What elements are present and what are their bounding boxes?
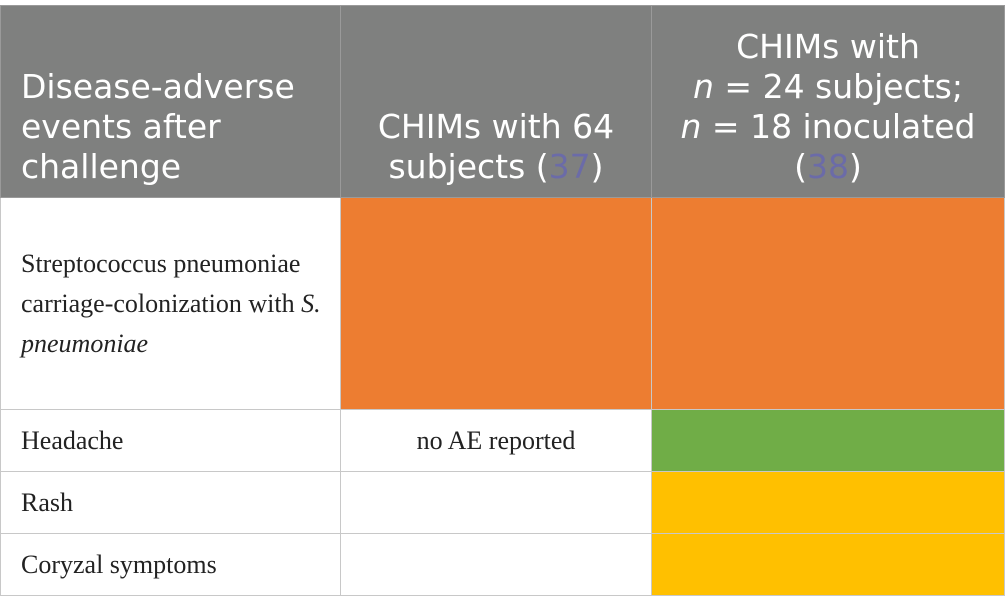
- row-label-pneumoniae-italic: S. pneumoniae: [21, 288, 321, 358]
- cell-headache-chims-24: [651, 409, 1005, 472]
- header-chims-24-line1: CHIMs with: [736, 27, 920, 66]
- cell-pneumoniae-chims-24: [651, 197, 1005, 410]
- table-header: Disease-adverse events after challenge C…: [0, 5, 1005, 198]
- header-events-label: Disease-adverse events after challenge: [21, 67, 295, 186]
- table-body: Streptococcus pneumoniae carriage-coloni…: [0, 197, 1005, 596]
- no-ae-reported-text: no AE reported: [416, 425, 576, 455]
- header-chims-64-close: ): [590, 147, 604, 186]
- row-label-headache: Headache: [0, 409, 341, 472]
- table-row: Rash: [0, 471, 1005, 534]
- reference-link-37[interactable]: 37: [548, 147, 591, 186]
- adverse-events-table: Disease-adverse events after challenge C…: [0, 5, 1005, 596]
- header-chims-24-close: ): [849, 147, 862, 186]
- cell-pneumoniae-chims-64: [340, 197, 652, 410]
- cell-rash-chims-64: [340, 471, 652, 534]
- header-chims-24-open: (: [794, 147, 807, 186]
- header-chims-24-line2: = 24 subjects;: [713, 67, 963, 106]
- header-chims-24-line3: = 18 inoculated: [701, 107, 976, 146]
- header-n-symbol-1: n: [693, 67, 714, 106]
- row-label-pneumoniae-text: Streptococcus pneumoniae carriage-coloni…: [21, 248, 302, 318]
- row-label-rash: Rash: [0, 471, 341, 534]
- cell-rash-chims-24: [651, 471, 1005, 534]
- cell-coryzal-chims-24: [651, 533, 1005, 596]
- table-row: Coryzal symptoms: [0, 533, 1005, 596]
- table-row: Headache no AE reported: [0, 409, 1005, 472]
- header-n-symbol-2: n: [680, 107, 702, 146]
- table-row: Streptococcus pneumoniae carriage-coloni…: [0, 197, 1005, 410]
- header-chims-64: CHIMs with 64 subjects (37): [340, 5, 652, 198]
- cell-coryzal-chims-64: [340, 533, 652, 596]
- header-events: Disease-adverse events after challenge: [0, 5, 341, 198]
- row-label-coryzal: Coryzal symptoms: [0, 533, 341, 596]
- header-chims-64-text: CHIMs with 64 subjects (: [377, 107, 615, 186]
- header-chims-24: CHIMs with n = 24 subjects; n = 18 inocu…: [651, 5, 1005, 198]
- row-label-pneumoniae: Streptococcus pneumoniae carriage-coloni…: [0, 197, 341, 410]
- header-row: Disease-adverse events after challenge C…: [0, 5, 1005, 198]
- cell-headache-chims-64: no AE reported: [340, 409, 652, 472]
- reference-link-38[interactable]: 38: [807, 147, 849, 186]
